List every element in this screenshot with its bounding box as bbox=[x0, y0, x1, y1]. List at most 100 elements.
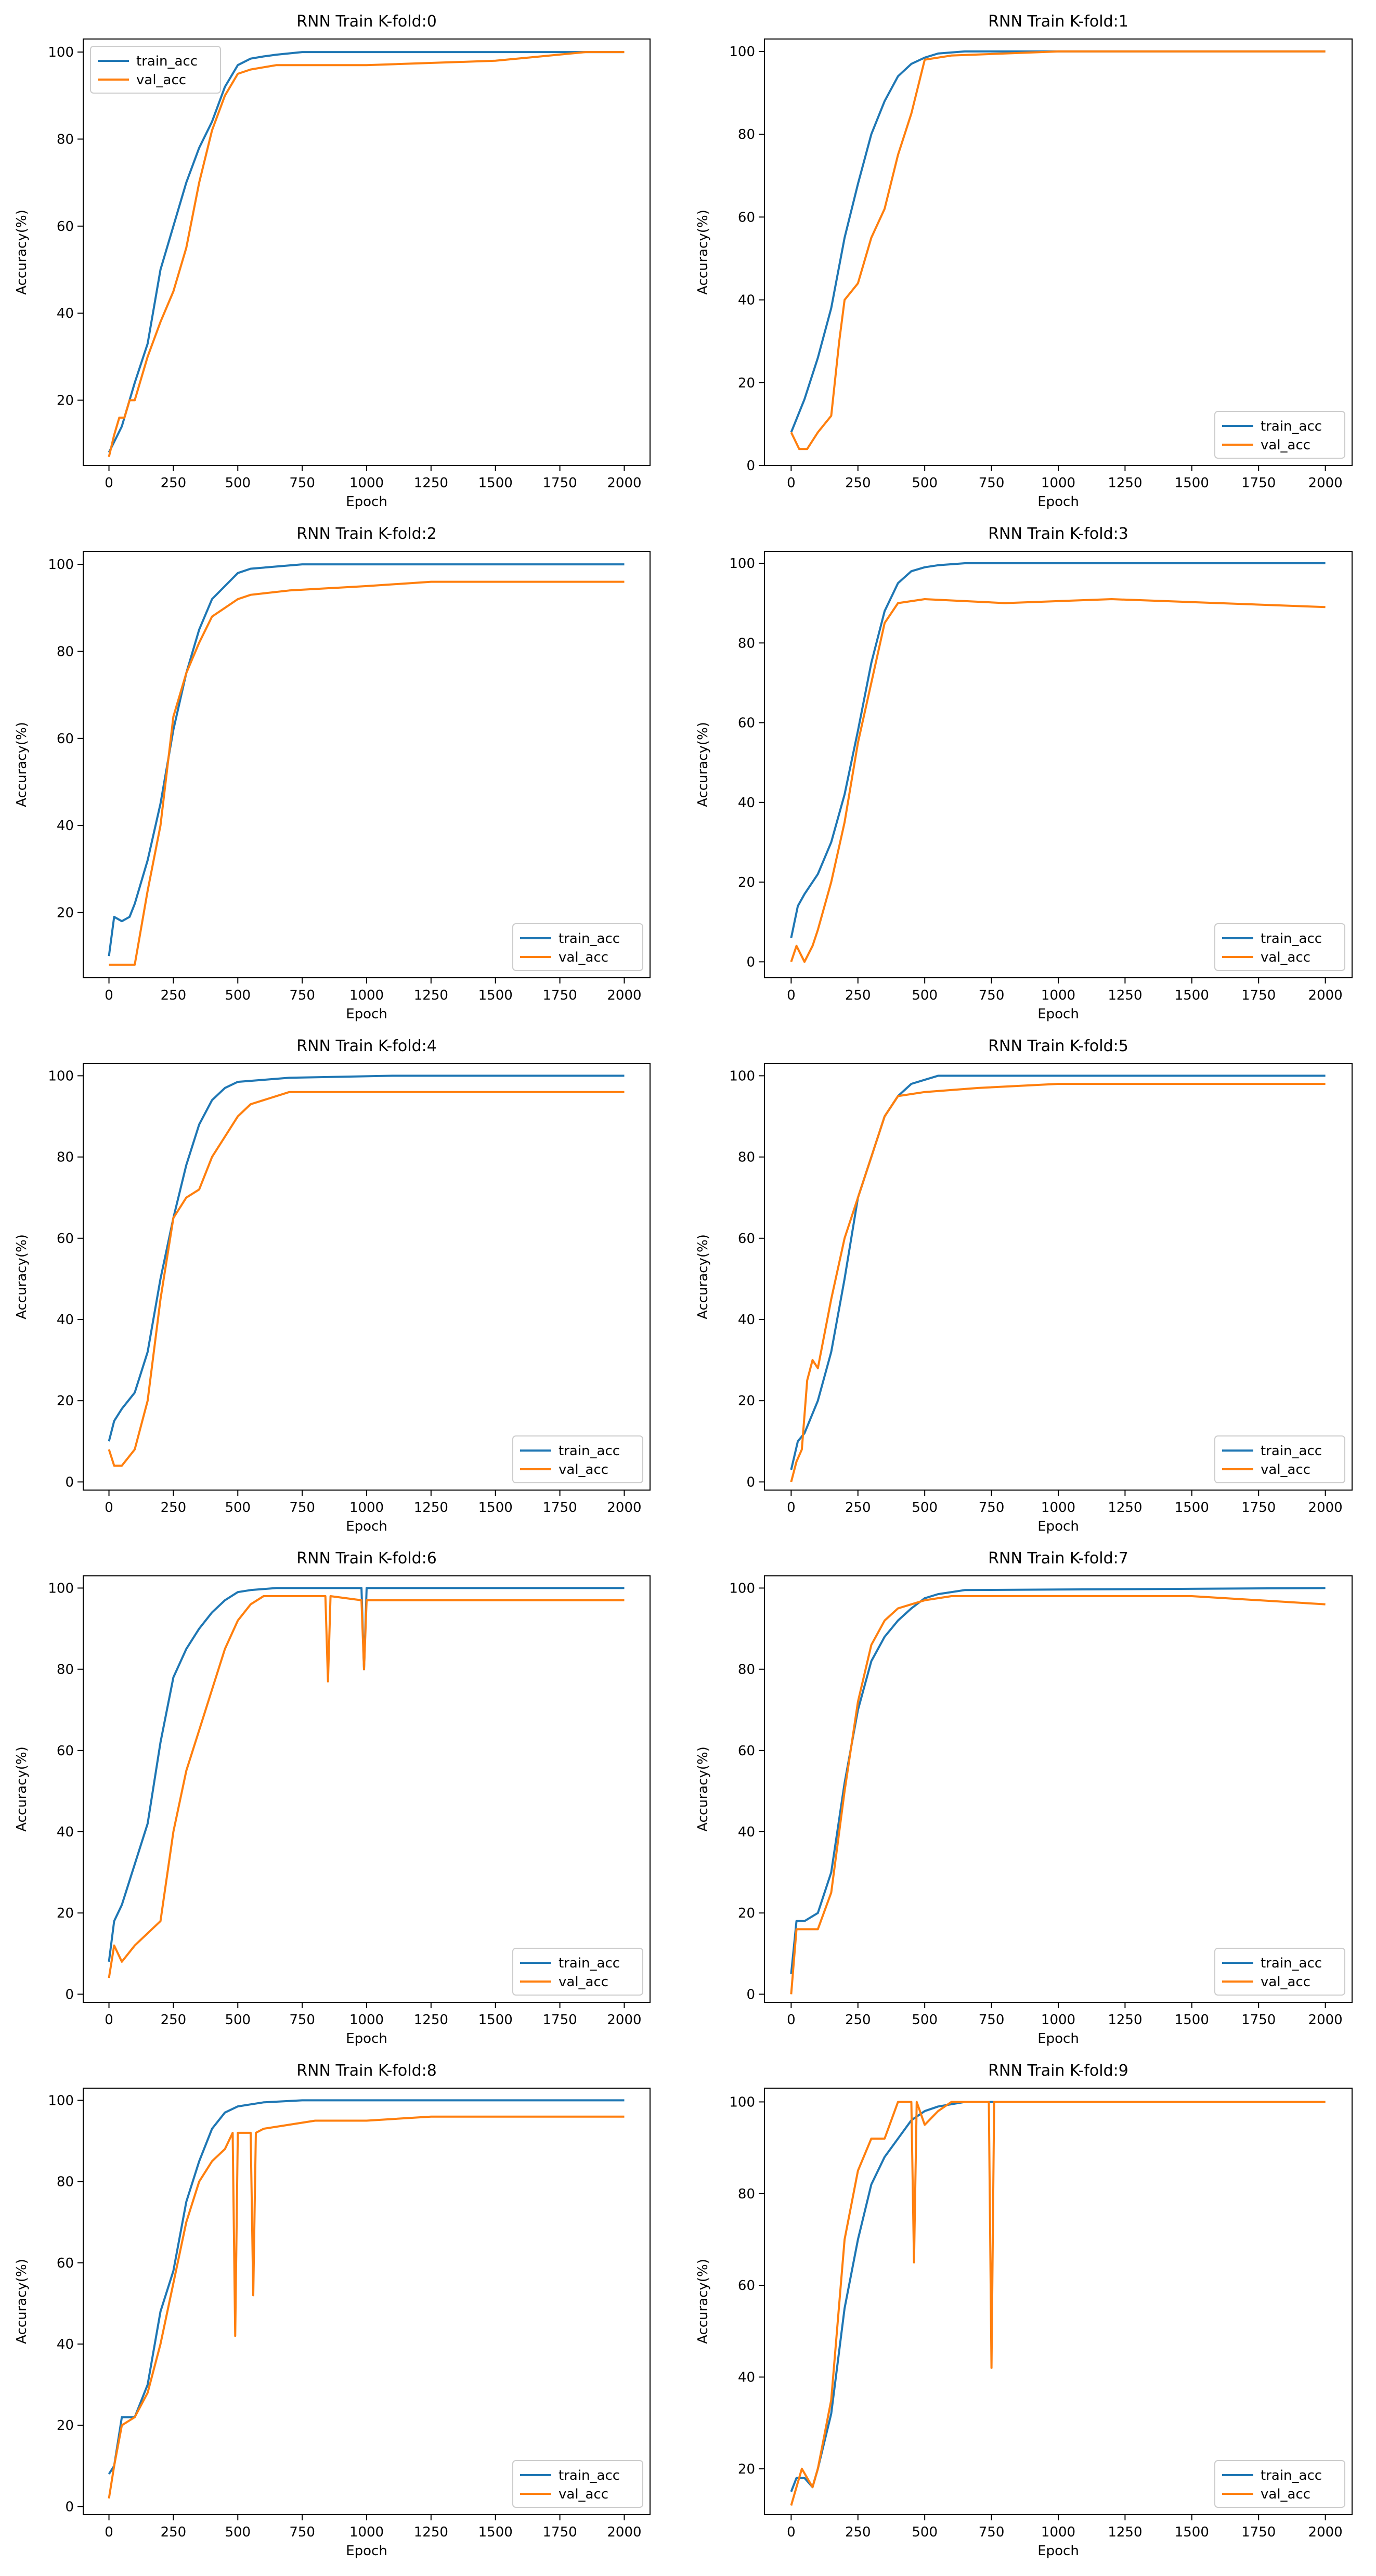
plot-frame bbox=[83, 551, 651, 978]
y-tick-label: 80 bbox=[57, 1150, 74, 1166]
series-line-val_acc bbox=[790, 1595, 1326, 1995]
legend-label-train_acc: train_acc bbox=[559, 1956, 620, 1971]
plot-frame bbox=[764, 551, 1353, 978]
chart-title: RNN Train K-fold:3 bbox=[988, 525, 1128, 543]
y-tick-label: 20 bbox=[738, 1393, 755, 1409]
series-line-val_acc bbox=[790, 1083, 1326, 1482]
y-tick-label: 60 bbox=[57, 731, 74, 747]
x-tick-label: 1500 bbox=[1175, 2525, 1209, 2540]
y-tick-label: 20 bbox=[738, 1906, 755, 1921]
x-tick-label: 0 bbox=[787, 988, 796, 1003]
x-tick-label: 2000 bbox=[607, 2012, 641, 2028]
x-axis-label: Epoch bbox=[346, 2543, 387, 2559]
series-line-val_acc bbox=[790, 2101, 1326, 2506]
x-tick-label: 0 bbox=[787, 475, 796, 491]
x-tick-label: 500 bbox=[225, 2012, 251, 2028]
x-tick-label: 750 bbox=[979, 475, 1005, 491]
plot-frame bbox=[764, 1063, 1353, 1491]
chart-title: RNN Train K-fold:1 bbox=[988, 12, 1128, 31]
y-tick-label: 100 bbox=[729, 2094, 755, 2110]
y-tick-label: 60 bbox=[738, 716, 755, 731]
subplot-9: RNN Train K-fold:9 0 250 500 750 1000 1250 1500… bbox=[695, 2062, 1353, 2559]
legend-label-val_acc: val_acc bbox=[1261, 950, 1310, 965]
x-tick-label: 1500 bbox=[1175, 475, 1209, 491]
x-tick-label: 750 bbox=[979, 988, 1005, 1003]
legend-label-train_acc: train_acc bbox=[1261, 931, 1322, 947]
x-tick-label: 1750 bbox=[1241, 475, 1276, 491]
x-tick-label: 1750 bbox=[1241, 988, 1276, 1003]
plot-frame bbox=[764, 2088, 1353, 2515]
y-tick-label: 0 bbox=[746, 458, 755, 474]
x-tick-label: 1250 bbox=[1108, 988, 1142, 1003]
x-tick-label: 1500 bbox=[478, 1500, 513, 1516]
x-tick-label: 1750 bbox=[543, 475, 577, 491]
x-tick-label: 1750 bbox=[1241, 1500, 1276, 1516]
x-tick-label: 2000 bbox=[607, 2525, 641, 2540]
y-tick-label: 40 bbox=[57, 1824, 74, 1840]
subplot-5: RNN Train K-fold:50 250 500 750 1000 1250 1500… bbox=[695, 1037, 1353, 1534]
y-tick-label: 100 bbox=[729, 1068, 755, 1084]
y-tick-label: 20 bbox=[57, 393, 74, 408]
x-tick-label: 500 bbox=[225, 2525, 251, 2540]
x-tick-label: 2000 bbox=[1308, 475, 1343, 491]
chart-title: RNN Train K-fold:9 bbox=[988, 2062, 1128, 2080]
y-axis-label: Accuracy(%) bbox=[695, 210, 711, 295]
legend-label-train_acc: train_acc bbox=[559, 1443, 620, 1459]
plot-frame bbox=[83, 1575, 651, 2003]
y-tick-label: 60 bbox=[738, 210, 755, 225]
chart-title: RNN Train K-fold:5 bbox=[988, 1037, 1128, 1055]
series-line-val_acc bbox=[108, 51, 625, 457]
y-tick-label: 20 bbox=[57, 1393, 74, 1409]
legend-box bbox=[512, 2460, 643, 2508]
x-tick-label: 250 bbox=[845, 2525, 871, 2540]
subplot-2: RNN Train K-fold:2 0 250 500 750 1000 1250 1500… bbox=[14, 525, 651, 1022]
y-tick-label: 40 bbox=[57, 1312, 74, 1328]
x-tick-label: 1000 bbox=[1041, 2525, 1075, 2540]
x-tick-label: 1750 bbox=[1241, 2012, 1276, 2028]
x-axis-label: Epoch bbox=[1037, 2031, 1079, 2047]
y-tick-label: 40 bbox=[738, 2370, 755, 2385]
y-tick-label: 40 bbox=[738, 1312, 755, 1328]
series-line-val_acc bbox=[109, 580, 625, 966]
x-tick-label: 1000 bbox=[349, 2525, 384, 2540]
y-tick-label: 0 bbox=[746, 1474, 755, 1490]
x-tick-label: 2000 bbox=[1308, 2012, 1343, 2028]
y-tick-label: 40 bbox=[738, 1824, 755, 1840]
y-tick-label: 20 bbox=[738, 2462, 755, 2477]
x-tick-label: 1500 bbox=[478, 988, 513, 1003]
x-tick-label: 750 bbox=[289, 2525, 315, 2540]
x-tick-label: 1750 bbox=[543, 1500, 577, 1516]
legend-label-train_acc: train_acc bbox=[1261, 419, 1322, 434]
y-tick-label: 40 bbox=[57, 2337, 74, 2352]
x-tick-label: 500 bbox=[912, 475, 938, 491]
plot-frame bbox=[83, 1063, 651, 1491]
x-tick-label: 2000 bbox=[1308, 988, 1343, 1003]
x-tick-label: 0 bbox=[787, 2525, 796, 2540]
x-tick-label: 1000 bbox=[349, 2012, 384, 2028]
series-line-train_acc bbox=[790, 50, 1326, 433]
plot-frame bbox=[764, 38, 1353, 466]
x-tick-label: 1500 bbox=[478, 2525, 513, 2540]
x-tick-label: 0 bbox=[787, 1500, 796, 1516]
x-tick-label: 750 bbox=[289, 1500, 315, 1516]
subplot-7: RNN Train K-fold:70 250 500 750 1000 1250 1500… bbox=[695, 1549, 1353, 2047]
x-tick-label: 2000 bbox=[607, 475, 641, 491]
x-tick-label: 2000 bbox=[607, 988, 641, 1003]
legend-box bbox=[1214, 411, 1345, 459]
y-axis-label: Accuracy(%) bbox=[695, 2259, 711, 2344]
x-tick-label: 500 bbox=[912, 2012, 938, 2028]
legend-label-train_acc: train_acc bbox=[1261, 2468, 1322, 2483]
chart-title: RNN Train K-fold:8 bbox=[296, 2062, 437, 2080]
x-tick-label: 250 bbox=[161, 1500, 187, 1516]
x-tick-label: 0 bbox=[105, 1500, 113, 1516]
legend-label-train_acc: train_acc bbox=[1261, 1956, 1322, 1971]
legend-label-val_acc: val_acc bbox=[559, 950, 608, 965]
legend-box bbox=[1214, 1948, 1345, 1996]
y-tick-label: 0 bbox=[65, 2499, 74, 2515]
x-tick-label: 1000 bbox=[349, 1500, 384, 1516]
x-tick-label: 0 bbox=[105, 988, 113, 1003]
y-tick-label: 0 bbox=[65, 1987, 74, 2002]
x-tick-label: 250 bbox=[161, 2012, 187, 2028]
legend-box bbox=[90, 46, 221, 94]
y-tick-label: 20 bbox=[57, 905, 74, 921]
